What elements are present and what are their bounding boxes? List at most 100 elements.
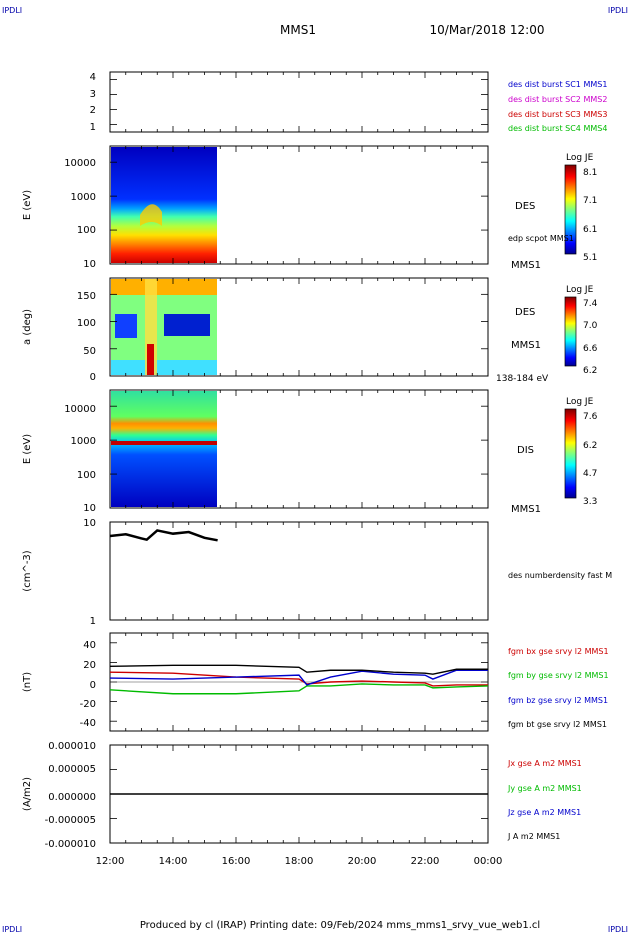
field-series <box>109 671 488 687</box>
y-tick-label: 0 <box>90 680 96 691</box>
plot-title: MMS1 <box>280 23 316 37</box>
colorbar-1 <box>564 164 577 255</box>
colorbar-2-tick: 7.4 <box>583 299 598 309</box>
x-tick-label: 18:00 <box>285 856 314 867</box>
y-tick-label: -0.000010 <box>45 839 96 850</box>
legend-entry: des numberdensity fast M <box>508 571 612 580</box>
density-series <box>109 529 218 542</box>
x-tick-label: 20:00 <box>348 856 377 867</box>
colorbar-3 <box>564 408 577 499</box>
spacecraft-label: MMS1 <box>511 504 541 515</box>
colorbar-1-tick: 5.1 <box>583 253 597 263</box>
x-tick-label: 14:00 <box>159 856 188 867</box>
des-energy-spectrogram <box>111 147 217 263</box>
panel-1-frame <box>109 71 489 133</box>
colorbars: Log JE Log JE Log JE 8.1 7.1 6.1 5.1 7.4… <box>564 153 598 507</box>
colorbar-2 <box>564 296 577 367</box>
y-tick-label: 1 <box>90 616 96 627</box>
colorbar-1-tick: 8.1 <box>583 168 597 178</box>
y-tick-label: 100 <box>77 225 96 236</box>
y-axis-titles: E (eV) a (deg) E (eV) (cm^-3) (nT) (A/m2… <box>22 190 33 811</box>
y-tick-label: 3 <box>90 89 96 100</box>
legend-entry: Jx gse A m2 MMS1 <box>507 759 582 768</box>
des-energy-heatmap <box>111 147 217 263</box>
y-tick-label: 10 <box>83 503 96 514</box>
legend-entry: fgm bt gse srvy l2 MMS1 <box>508 720 607 729</box>
y-tick-label: 100 <box>77 470 96 481</box>
des-energy-bump <box>140 204 162 226</box>
des-pitch-depletion-1 <box>115 314 137 338</box>
legend-entry: J A m2 MMS1 <box>507 832 560 841</box>
colorbar-2-tick: 6.2 <box>583 366 597 376</box>
series-layer <box>109 529 489 795</box>
x-tick-label: 00:00 <box>474 856 503 867</box>
y-axis-title: E (eV) <box>22 190 33 220</box>
des-pitch-top-band <box>111 279 217 295</box>
y-tick-label: 20 <box>83 660 96 671</box>
des-pitch-spectrogram <box>111 279 217 375</box>
instrument-label: DIS <box>517 445 534 456</box>
spacecraft-label: MMS1 <box>511 260 541 271</box>
y-tick-label: 0.000010 <box>48 741 96 752</box>
legend-entry: Jy gse A m2 MMS1 <box>507 784 582 793</box>
colorbar-1-tick: 7.1 <box>583 196 597 206</box>
legend-entry: Jz gse A m2 MMS1 <box>507 808 581 817</box>
y-tick-label: 40 <box>83 640 96 651</box>
des-pitch-bottom-band <box>111 360 217 375</box>
y-tick-label: 10000 <box>64 158 96 169</box>
dis-energy-heatmap <box>111 391 217 507</box>
dis-energy-spectrogram <box>111 391 217 507</box>
des-pitch-spike <box>147 344 154 375</box>
y-tick-label: 50 <box>83 346 96 357</box>
legend-entry: des dist burst SC2 MMS2 <box>508 95 607 104</box>
colorbar-1-title: Log JE <box>566 153 594 163</box>
energy-range-label: 138-184 eV <box>496 374 549 384</box>
field-series <box>109 683 489 695</box>
y-tick-label: 0 <box>90 372 96 383</box>
logo-right-top: IPDLI <box>608 6 628 15</box>
plot-datetime: 10/Mar/2018 12:00 <box>430 23 545 37</box>
colorbar-1-tick: 6.1 <box>583 225 597 235</box>
instrument-label: DES <box>515 201 535 212</box>
overlay-label: edp scpot MMS1 <box>508 234 574 243</box>
tick-marks <box>109 72 489 844</box>
y-axis-title: a (deg) <box>22 309 33 345</box>
colorbar-3-tick: 3.3 <box>583 497 597 507</box>
y-axis-title: (cm^-3) <box>22 550 33 591</box>
colorbar-3-tick: 4.7 <box>583 469 597 479</box>
x-tick-label: 12:00 <box>96 856 125 867</box>
y-tick-label: 2 <box>90 105 96 116</box>
colorbar-2-title: Log JE <box>566 285 594 295</box>
spacecraft-label: MMS1 <box>511 340 541 351</box>
colorbar-2-tick: 6.6 <box>583 344 598 354</box>
x-tick-label: 16:00 <box>222 856 251 867</box>
logo-left-bottom: IPDLI <box>2 925 22 934</box>
y-tick-label: 1000 <box>71 192 96 203</box>
y-tick-label: 10000 <box>64 404 96 415</box>
colorbar-3-tick: 6.2 <box>583 441 597 451</box>
y-axis-title: (nT) <box>22 672 33 692</box>
footer-text: Produced by cl (IRAP) Printing date: 09/… <box>140 920 540 931</box>
y-tick-label: 1 <box>90 122 96 133</box>
legend-entry: des dist burst SC4 MMS4 <box>508 124 607 133</box>
legend-entry: fgm bx gse srvy l2 MMS1 <box>508 647 609 656</box>
y-tick-label: 10 <box>83 259 96 270</box>
legend-entry: des dist burst SC1 MMS1 <box>508 80 607 89</box>
colorbar-2-tick: 7.0 <box>583 321 598 331</box>
logo-left-top: IPDLI <box>2 6 22 15</box>
y-tick-label: 0.000000 <box>48 792 96 803</box>
y-tick-label: 1000 <box>71 436 96 447</box>
dis-energy-line <box>111 441 217 445</box>
instrument-label: DES <box>515 307 535 318</box>
y-axis-title: (A/m2) <box>22 777 33 811</box>
y-tick-label: -20 <box>80 699 96 710</box>
y-tick-label: 0.000005 <box>48 764 96 775</box>
right-labels: des dist burst SC1 MMS1 des dist burst S… <box>496 80 612 841</box>
y-tick-label: 4 <box>90 72 96 83</box>
x-tick-label: 22:00 <box>411 856 440 867</box>
legend-entry: fgm bz gse srvy l2 MMS1 <box>508 696 608 705</box>
logo-right-bottom: IPDLI <box>608 925 628 934</box>
x-tick-labels: 12:00 14:00 16:00 18:00 20:00 22:00 00:0… <box>96 856 503 867</box>
